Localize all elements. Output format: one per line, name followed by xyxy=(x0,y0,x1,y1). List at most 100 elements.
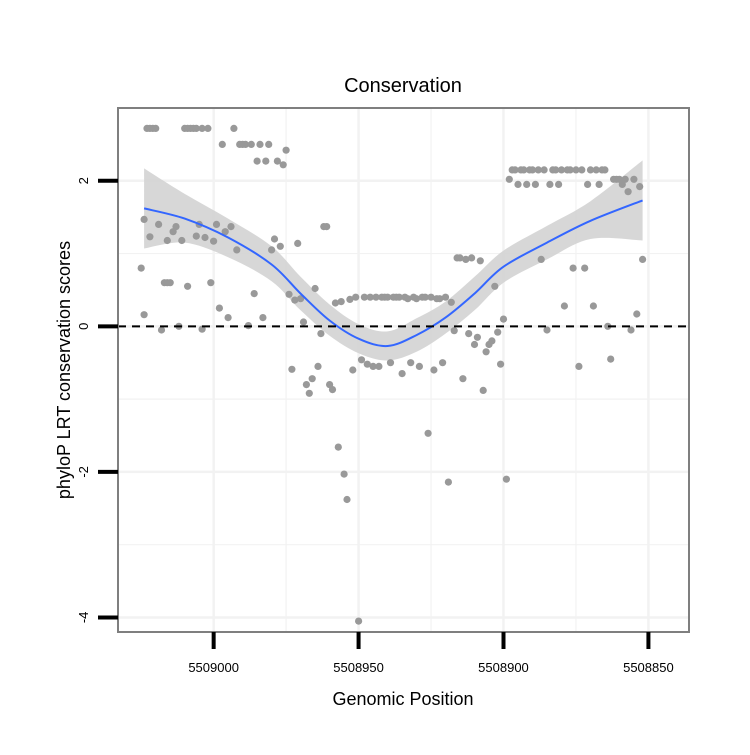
data-point xyxy=(499,315,508,323)
data-point xyxy=(311,284,319,293)
x-tick-label: 5508900 xyxy=(478,660,529,675)
data-point xyxy=(297,295,305,303)
data-point xyxy=(552,166,560,174)
data-point xyxy=(497,360,505,368)
data-point xyxy=(581,264,589,272)
data-point xyxy=(531,180,540,188)
data-point xyxy=(511,166,519,174)
data-point xyxy=(372,293,380,301)
data-point xyxy=(352,293,360,301)
data-point xyxy=(140,311,148,319)
data-point xyxy=(241,140,250,148)
data-point xyxy=(470,340,479,349)
data-point xyxy=(412,295,421,303)
y-tick-label: 0 xyxy=(76,323,91,330)
data-point xyxy=(268,246,276,254)
data-point xyxy=(218,140,226,148)
data-point xyxy=(323,223,331,231)
data-point xyxy=(444,478,452,486)
data-point xyxy=(462,255,470,263)
data-point xyxy=(395,293,403,301)
data-point xyxy=(198,325,206,333)
data-point xyxy=(317,330,325,338)
data-point xyxy=(479,386,487,394)
data-point xyxy=(584,180,592,188)
data-point xyxy=(566,166,574,174)
data-point xyxy=(343,495,351,504)
data-point xyxy=(494,328,502,336)
data-point xyxy=(210,237,218,245)
data-point xyxy=(224,314,232,322)
data-point xyxy=(337,298,345,306)
data-point xyxy=(450,327,458,335)
data-point xyxy=(441,293,450,301)
data-point xyxy=(152,124,160,132)
data-point xyxy=(456,254,464,262)
data-point xyxy=(430,366,438,374)
data-point xyxy=(560,302,569,310)
data-point xyxy=(621,175,629,183)
data-point xyxy=(415,362,423,370)
data-point xyxy=(155,220,163,228)
data-point xyxy=(346,295,354,303)
data-point xyxy=(198,124,206,132)
confidence-ribbon xyxy=(144,160,643,361)
data-point xyxy=(404,295,412,303)
data-point xyxy=(230,124,238,132)
data-point xyxy=(192,124,200,132)
data-point xyxy=(528,166,537,174)
data-point xyxy=(369,362,377,370)
data-point xyxy=(592,166,600,174)
data-point xyxy=(601,166,609,174)
y-tick-label: -4 xyxy=(76,612,91,624)
data-point xyxy=(302,381,310,389)
data-point xyxy=(299,318,308,326)
data-point xyxy=(375,362,383,370)
x-tick-label: 5508950 xyxy=(333,660,384,675)
data-point xyxy=(502,475,510,483)
data-point xyxy=(192,232,200,240)
data-point xyxy=(523,180,531,188)
data-point xyxy=(459,375,467,383)
smooth-line xyxy=(143,199,643,348)
data-point xyxy=(386,359,395,367)
data-point xyxy=(407,359,415,367)
data-point xyxy=(473,333,481,341)
data-point xyxy=(253,157,261,165)
data-point xyxy=(520,166,528,174)
data-point xyxy=(607,355,615,363)
axis-layer: 5509000 5508950 5508900 5508850 2 0 -2 -4 xyxy=(76,177,674,675)
data-point xyxy=(357,356,366,364)
data-point xyxy=(355,617,363,625)
data-point xyxy=(537,255,545,263)
data-point xyxy=(305,389,313,397)
confidence-ribbon-layer xyxy=(144,160,643,361)
data-point xyxy=(207,279,215,287)
data-point xyxy=(624,188,632,196)
data-point xyxy=(514,180,522,188)
data-point xyxy=(166,279,174,287)
y-tick-label: -2 xyxy=(76,466,91,478)
x-axis-label: Genomic Position xyxy=(332,689,473,709)
data-point xyxy=(184,282,192,290)
data-point xyxy=(555,180,563,188)
data-point xyxy=(308,375,316,383)
data-point xyxy=(595,180,603,188)
data-point xyxy=(349,366,357,374)
smooth-line-layer xyxy=(143,199,643,348)
data-point xyxy=(604,322,612,330)
data-point xyxy=(140,215,148,223)
data-point xyxy=(334,443,342,451)
data-point xyxy=(534,166,542,174)
data-point xyxy=(366,293,374,301)
data-point xyxy=(262,157,270,165)
data-point xyxy=(488,337,496,345)
data-point xyxy=(421,293,429,301)
data-point xyxy=(279,161,287,169)
data-point xyxy=(157,326,166,334)
y-tick-label: 2 xyxy=(76,177,91,184)
data-point xyxy=(505,175,513,183)
x-tick-label: 5509000 xyxy=(188,660,239,675)
